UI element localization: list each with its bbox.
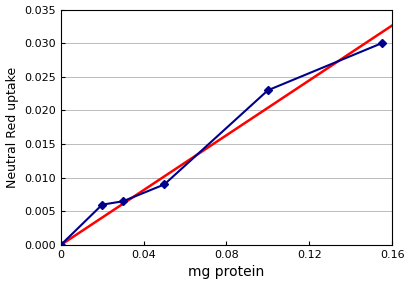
Y-axis label: Neutral Red uptake: Neutral Red uptake — [6, 67, 18, 188]
X-axis label: mg protein: mg protein — [188, 265, 264, 280]
